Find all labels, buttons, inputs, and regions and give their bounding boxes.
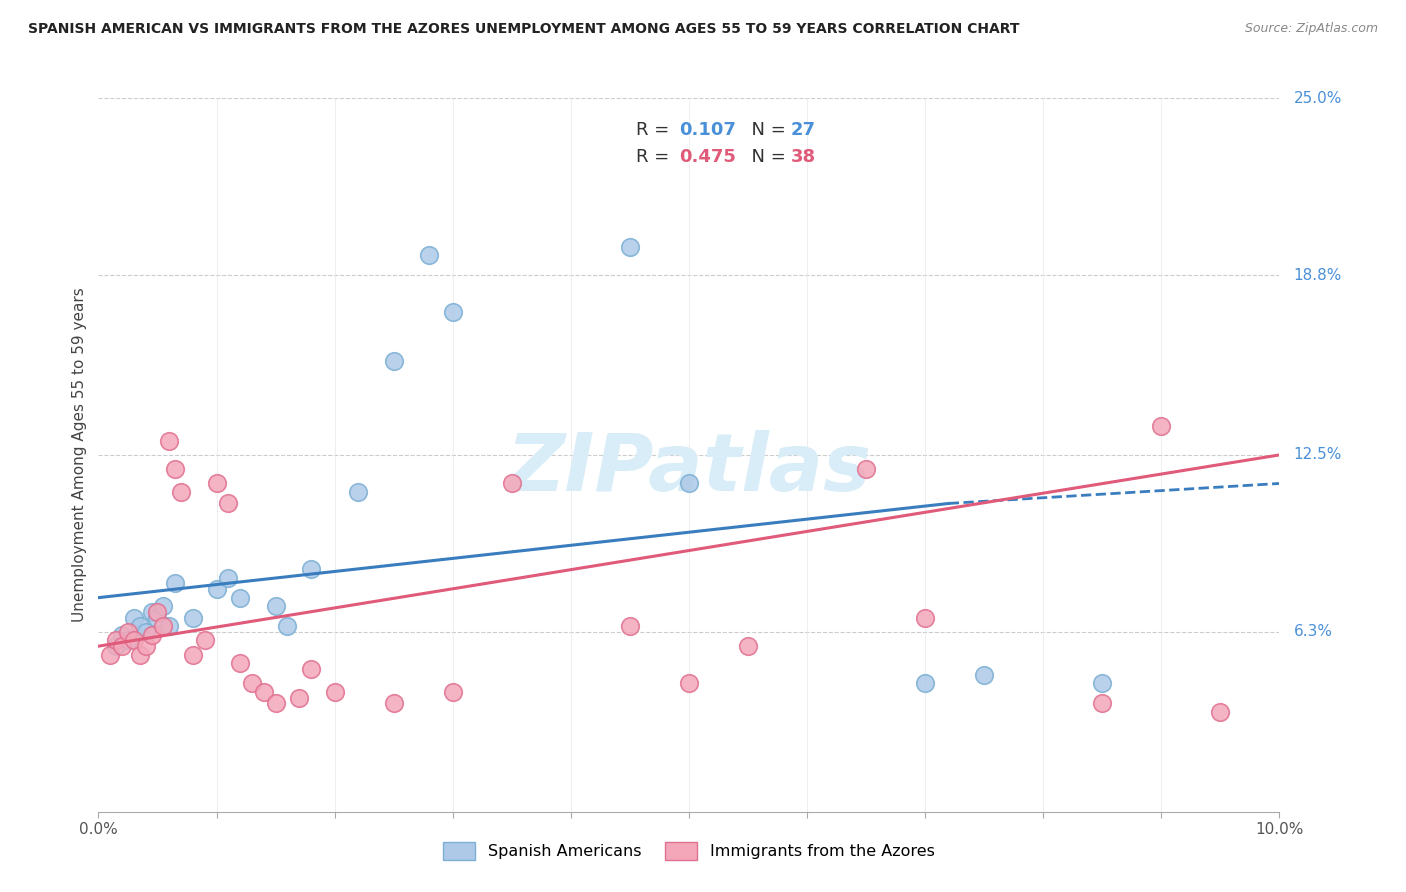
Point [105,633,128,648]
Text: 18.8%: 18.8% [1294,268,1341,283]
Point [347,485,370,500]
Point [418,248,440,262]
Point [619,619,641,633]
Point [128,619,150,633]
Point [1091,676,1114,690]
Point [146,610,169,624]
Point [855,462,877,476]
Point [146,605,169,619]
Text: 12.5%: 12.5% [1294,448,1341,462]
Point [264,599,287,614]
Point [135,639,157,653]
Point [288,690,311,705]
Point [128,648,150,662]
Point [1209,705,1232,719]
Point [122,633,145,648]
Text: 0.475: 0.475 [679,148,737,166]
Text: SPANISH AMERICAN VS IMMIGRANTS FROM THE AZORES UNEMPLOYMENT AMONG AGES 55 TO 59 : SPANISH AMERICAN VS IMMIGRANTS FROM THE … [28,22,1019,37]
Point [1150,419,1173,434]
Point [441,685,464,699]
Point [181,648,204,662]
Text: 38: 38 [790,148,815,166]
Text: Source: ZipAtlas.com: Source: ZipAtlas.com [1244,22,1378,36]
Legend: Spanish Americans, Immigrants from the Azores: Spanish Americans, Immigrants from the A… [434,833,943,868]
Point [141,628,163,642]
Point [441,305,464,319]
Point [122,610,145,624]
Point [141,605,163,619]
Point [194,633,217,648]
Point [229,591,252,605]
Y-axis label: Unemployment Among Ages 55 to 59 years: Unemployment Among Ages 55 to 59 years [72,287,87,623]
Point [217,496,239,510]
Point [229,657,252,671]
Point [111,628,134,642]
Point [299,662,322,676]
Point [170,485,193,500]
Text: 25.0%: 25.0% [1294,91,1341,105]
Point [323,685,346,699]
Point [217,571,239,585]
Text: 27: 27 [790,120,815,138]
Point [1091,696,1114,710]
Text: N =: N = [740,120,792,138]
Point [240,676,263,690]
Point [914,676,936,690]
Text: ZIPatlas: ZIPatlas [506,430,872,508]
Point [264,696,287,710]
Text: R =: R = [636,120,675,138]
Point [205,582,228,596]
Point [678,676,700,690]
Text: 6.3%: 6.3% [1294,624,1333,640]
Point [117,633,139,648]
Point [299,562,322,576]
Point [165,576,187,591]
Text: N =: N = [740,148,792,166]
Point [157,619,180,633]
Point [253,685,276,699]
Point [152,599,174,614]
Point [501,476,523,491]
Point [382,696,405,710]
Point [135,624,157,639]
Point [105,639,128,653]
Point [619,239,641,253]
Point [98,648,121,662]
Point [276,619,298,633]
Point [914,610,936,624]
Point [152,619,174,633]
Point [205,476,228,491]
Point [181,610,204,624]
Point [165,462,187,476]
Point [973,667,995,681]
Point [111,639,134,653]
Point [157,434,180,448]
Point [117,624,139,639]
Text: 0.107: 0.107 [679,120,737,138]
Text: R =: R = [636,148,675,166]
Point [678,476,700,491]
Point [382,353,405,368]
Point [737,639,759,653]
